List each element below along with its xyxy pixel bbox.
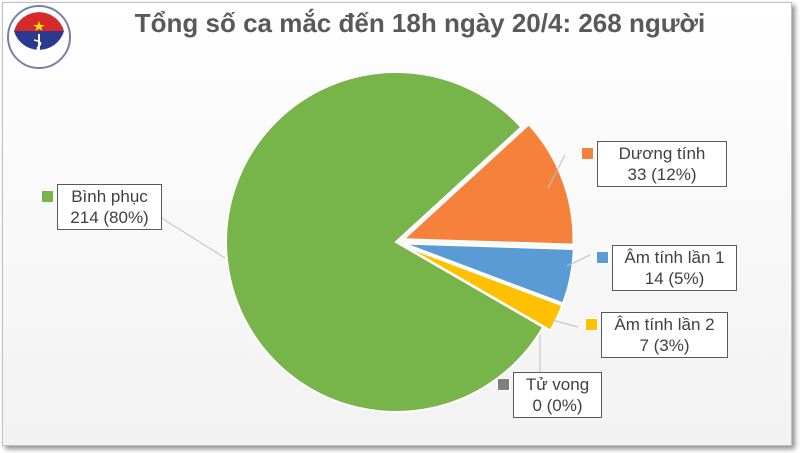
data-label: Âm tính lần 1 14 (5%) xyxy=(612,245,737,291)
leader-line-2 xyxy=(551,319,579,328)
legend-key xyxy=(497,378,510,391)
pie-slice-0 xyxy=(401,122,575,246)
leader-line-0 xyxy=(547,154,566,189)
pie-slice-4 xyxy=(225,71,545,413)
legend-key xyxy=(41,190,54,203)
leader-line-1 xyxy=(566,254,591,267)
leader-line-4 xyxy=(151,211,226,259)
chart-title: Tổng số ca mắc đến 18h ngày 20/4: 268 ng… xyxy=(134,8,706,38)
legend-key xyxy=(596,251,609,264)
legend-key xyxy=(585,318,598,331)
legend-key xyxy=(581,147,594,160)
data-label-value: 14 (5%) xyxy=(644,269,705,288)
data-label-value: 214 (80%) xyxy=(70,208,149,227)
pie-slice-1 xyxy=(403,242,575,305)
data-label: Bình phục 214 (80%) xyxy=(57,184,162,230)
data-label: Tử vong 0 (0%) xyxy=(513,372,602,418)
data-label-value: 0 (0%) xyxy=(532,396,583,415)
data-label-name: Tử vong xyxy=(525,375,590,394)
data-label: Dương tính 33 (12%) xyxy=(597,141,727,187)
data-label-name: Bình phục xyxy=(71,187,148,206)
data-label: Âm tính lần 2 7 (3%) xyxy=(601,312,728,358)
data-label-value: 33 (12%) xyxy=(627,165,697,184)
data-label-name: Âm tính lần 2 xyxy=(614,315,715,334)
ministry-of-health-logo xyxy=(7,5,71,69)
pie-slice-2 xyxy=(402,244,564,332)
data-label-value: 7 (3%) xyxy=(639,336,690,355)
data-label-name: Âm tính lần 1 xyxy=(624,248,725,267)
data-label-name: Dương tính xyxy=(618,144,706,163)
